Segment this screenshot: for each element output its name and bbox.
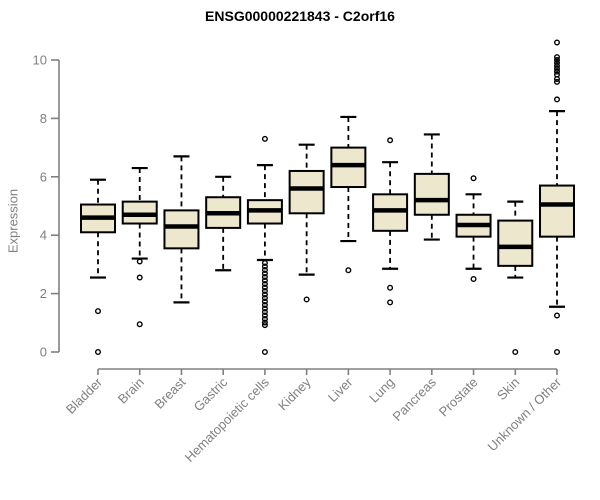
y-tick-label: 10	[33, 53, 47, 68]
iqr-box	[538, 184, 575, 238]
boxplot-group	[538, 39, 575, 356]
y-tick-label: 6	[40, 169, 47, 184]
boxplot-group	[80, 178, 116, 356]
iqr-box	[413, 172, 450, 216]
boxplot-group	[205, 175, 242, 272]
x-category-label: Skin	[494, 375, 522, 403]
outlier-point	[553, 39, 560, 46]
x-category-label: Liver	[325, 374, 356, 405]
outlier-point	[387, 284, 394, 291]
outlier-point	[261, 294, 268, 301]
outlier-point	[553, 349, 560, 356]
outlier-point	[303, 296, 310, 303]
outlier-point	[261, 259, 268, 266]
iqr-box	[497, 219, 534, 267]
outlier-point	[261, 322, 268, 329]
outlier-point	[261, 312, 268, 319]
outlier-point	[470, 276, 477, 283]
outlier-point	[553, 65, 560, 72]
x-category-label: Gastric	[191, 374, 231, 414]
outlier-point	[94, 308, 101, 315]
outlier-point	[553, 312, 560, 319]
outlier-point	[261, 266, 268, 273]
x-category-label: Lung	[366, 375, 397, 406]
outlier-point	[261, 280, 268, 287]
boxplot-group	[246, 135, 283, 356]
outlier-point	[136, 274, 143, 281]
boxplot-group	[288, 143, 325, 303]
outlier-point	[261, 273, 268, 280]
outlier-point	[136, 321, 143, 328]
outlier-point	[387, 299, 394, 306]
outlier-point	[553, 68, 560, 75]
outlier-point	[261, 277, 268, 284]
x-category-label: Brain	[115, 375, 147, 407]
outlier-point	[94, 349, 101, 356]
outlier-point	[470, 175, 477, 182]
x-category-label: Pancreas	[389, 374, 439, 424]
outlier-point	[553, 59, 560, 66]
boxplot-group	[497, 200, 534, 356]
outlier-point	[261, 319, 268, 326]
boxplot-group	[121, 166, 158, 328]
outlier-point	[261, 270, 268, 277]
outlier-point	[261, 284, 268, 291]
x-category-label: Breast	[151, 374, 188, 411]
outlier-point	[261, 263, 268, 270]
outlier-point	[512, 349, 519, 356]
chart-title: ENSG00000221843 - C2orf16	[205, 8, 395, 24]
outlier-point	[553, 57, 560, 64]
x-category-label: Bladder	[63, 374, 106, 417]
outlier-point	[261, 316, 268, 323]
outlier-point	[261, 349, 268, 356]
outlier-point	[261, 301, 268, 308]
outlier-point	[345, 267, 352, 274]
boxplot-group	[372, 137, 409, 306]
boxplot-group	[163, 155, 200, 304]
y-tick-label: 0	[40, 345, 47, 360]
outlier-point	[553, 75, 560, 82]
outlier-point	[387, 137, 394, 144]
outlier-point	[261, 135, 268, 142]
outlier-point	[261, 305, 268, 312]
outlier-point	[261, 287, 268, 294]
x-category-label: Unknown / Other	[485, 374, 565, 454]
boxplot-group	[455, 175, 492, 283]
outlier-point	[261, 308, 268, 315]
boxplot-group	[413, 133, 450, 241]
x-category-label: Prostate	[436, 375, 481, 420]
y-tick-label: 8	[40, 111, 47, 126]
outlier-point	[553, 54, 560, 61]
iqr-box	[163, 209, 200, 250]
outlier-point	[136, 258, 143, 265]
iqr-box	[288, 169, 325, 215]
outlier-point	[553, 62, 560, 69]
y-tick-label: 2	[40, 286, 47, 301]
outlier-point	[553, 96, 560, 103]
outlier-point	[261, 291, 268, 298]
boxplot-group	[330, 115, 367, 274]
outlier-point	[261, 298, 268, 305]
outlier-point	[553, 78, 560, 85]
y-tick-label: 4	[40, 228, 47, 243]
x-category-label: Kidney	[275, 374, 314, 413]
